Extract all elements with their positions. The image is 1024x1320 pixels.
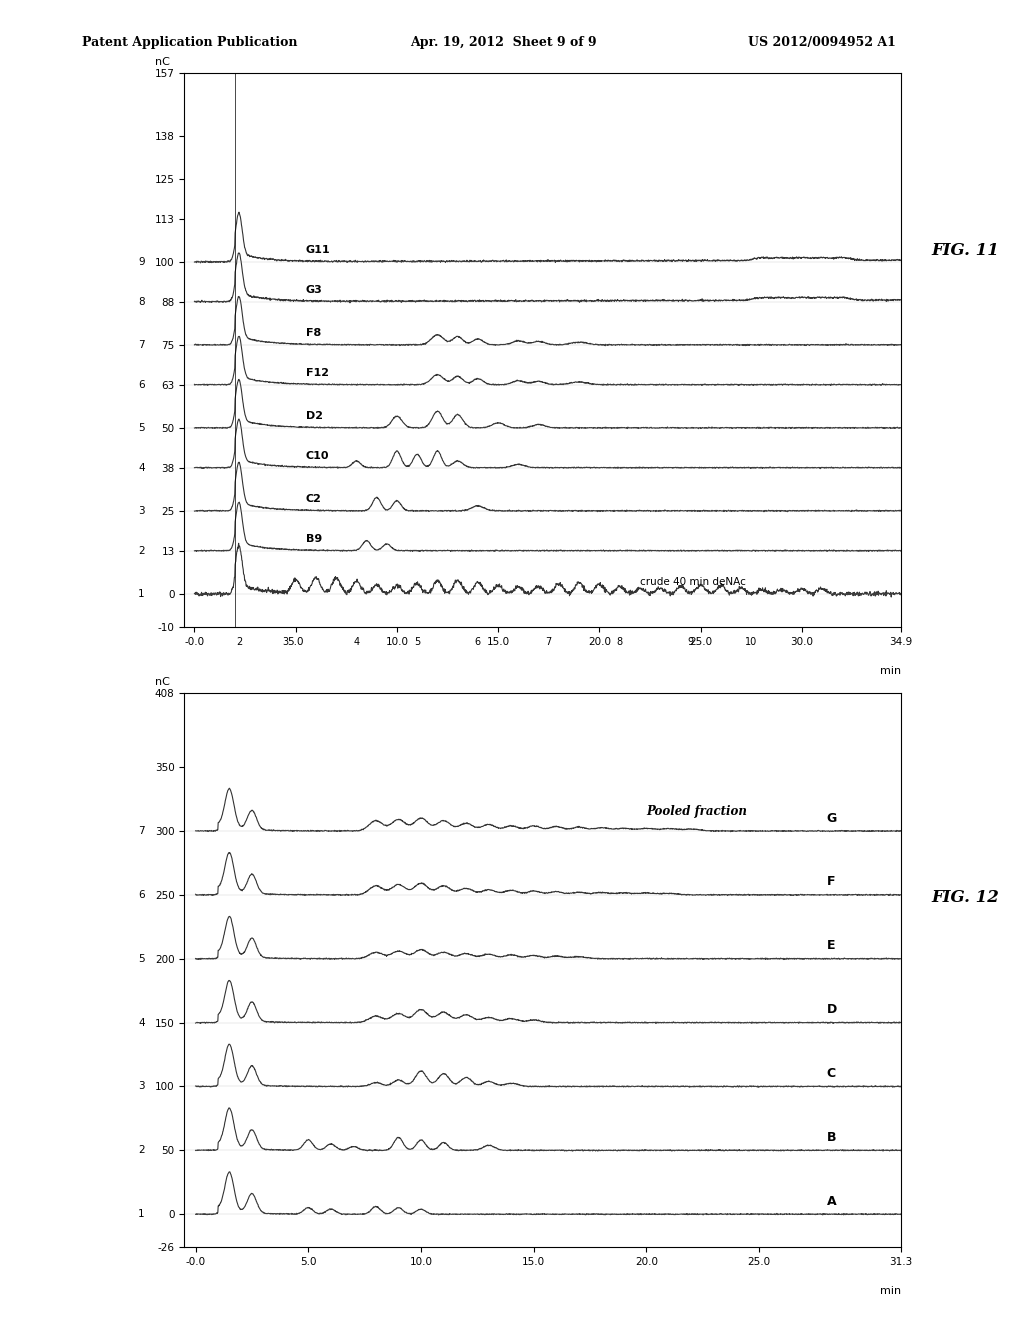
Text: 8: 8 <box>616 638 623 647</box>
Text: 7: 7 <box>546 638 552 647</box>
Text: 5: 5 <box>414 638 420 647</box>
Text: Dp=: Dp= <box>218 693 244 704</box>
Text: 7: 7 <box>138 826 145 836</box>
Text: FIG. 12: FIG. 12 <box>932 890 999 906</box>
Text: 1: 1 <box>138 1209 145 1220</box>
Text: nC: nC <box>155 57 170 67</box>
Text: 9: 9 <box>687 638 693 647</box>
Text: 5: 5 <box>138 954 145 964</box>
Text: 10: 10 <box>745 638 758 647</box>
Text: US 2012/0094952 A1: US 2012/0094952 A1 <box>748 36 895 49</box>
Text: G11: G11 <box>306 246 331 255</box>
Text: 9: 9 <box>138 257 145 267</box>
Text: 1: 1 <box>138 589 145 599</box>
Text: F8: F8 <box>306 329 322 338</box>
Text: min: min <box>880 665 901 676</box>
Text: G: G <box>826 812 837 825</box>
Text: D: D <box>826 1003 837 1016</box>
Text: 8: 8 <box>138 297 145 306</box>
Text: Patent Application Publication: Patent Application Publication <box>82 36 297 49</box>
Text: 4: 4 <box>138 1018 145 1027</box>
Text: 2: 2 <box>138 545 145 556</box>
Text: Pooled fraction: Pooled fraction <box>646 805 748 818</box>
Text: 2: 2 <box>236 638 242 647</box>
Text: 4: 4 <box>138 462 145 473</box>
Text: F: F <box>826 875 836 888</box>
Text: 6: 6 <box>138 890 145 900</box>
Text: crude 40 min deNAc: crude 40 min deNAc <box>640 577 745 587</box>
Text: 3: 3 <box>283 638 289 647</box>
Text: 2: 2 <box>138 1146 145 1155</box>
Text: 4: 4 <box>353 638 359 647</box>
Text: 7: 7 <box>138 339 145 350</box>
Text: C10: C10 <box>306 451 330 461</box>
Text: G3: G3 <box>306 285 323 296</box>
Text: min: min <box>880 1286 901 1296</box>
Text: C: C <box>826 1067 836 1080</box>
Text: C2: C2 <box>306 494 322 504</box>
Text: 6: 6 <box>475 638 481 647</box>
Text: F12: F12 <box>306 368 329 378</box>
Text: 3: 3 <box>138 506 145 516</box>
Text: D2: D2 <box>306 411 323 421</box>
Text: 6: 6 <box>138 380 145 389</box>
Text: 5: 5 <box>138 422 145 433</box>
Text: FIG. 11: FIG. 11 <box>932 243 999 259</box>
Text: B: B <box>826 1131 837 1144</box>
Text: Apr. 19, 2012  Sheet 9 of 9: Apr. 19, 2012 Sheet 9 of 9 <box>410 36 596 49</box>
Text: A: A <box>826 1195 837 1208</box>
Text: 3: 3 <box>138 1081 145 1092</box>
Text: E: E <box>826 940 836 952</box>
Text: nC: nC <box>155 677 170 688</box>
Text: B9: B9 <box>306 535 323 544</box>
